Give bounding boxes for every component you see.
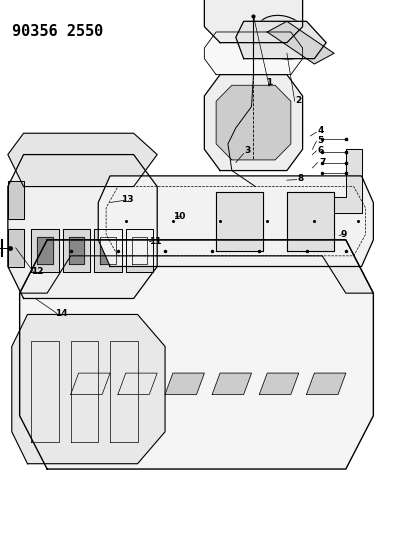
Text: 11: 11: [149, 237, 162, 246]
Text: 9: 9: [341, 230, 347, 239]
Text: 1: 1: [266, 78, 272, 87]
Polygon shape: [334, 149, 362, 213]
Text: 3: 3: [244, 147, 251, 155]
Polygon shape: [71, 373, 110, 394]
Text: 90356 2550: 90356 2550: [12, 24, 103, 39]
Polygon shape: [287, 192, 334, 251]
Text: 7: 7: [319, 158, 325, 166]
Polygon shape: [236, 21, 326, 59]
Polygon shape: [100, 237, 116, 264]
Text: 10: 10: [173, 213, 185, 221]
Polygon shape: [118, 373, 157, 394]
Polygon shape: [165, 373, 204, 394]
Text: 5: 5: [317, 136, 323, 144]
Polygon shape: [132, 237, 147, 264]
Polygon shape: [31, 229, 59, 272]
Polygon shape: [267, 21, 334, 64]
Polygon shape: [94, 229, 122, 272]
Polygon shape: [8, 133, 157, 187]
Polygon shape: [259, 373, 299, 394]
Polygon shape: [8, 181, 24, 219]
Polygon shape: [204, 75, 303, 171]
Text: 4: 4: [317, 126, 323, 135]
Ellipse shape: [256, 15, 310, 59]
Polygon shape: [69, 237, 84, 264]
Text: 13: 13: [121, 196, 134, 204]
Polygon shape: [12, 314, 165, 464]
Polygon shape: [216, 85, 291, 160]
Polygon shape: [8, 155, 157, 298]
Polygon shape: [212, 373, 252, 394]
Polygon shape: [307, 373, 346, 394]
Polygon shape: [37, 237, 53, 264]
Text: 8: 8: [298, 174, 304, 183]
Polygon shape: [63, 229, 90, 272]
Polygon shape: [216, 192, 263, 251]
Text: 14: 14: [55, 309, 67, 318]
Text: 2: 2: [296, 96, 302, 104]
Polygon shape: [20, 240, 373, 293]
Text: 6: 6: [317, 146, 323, 155]
Polygon shape: [204, 32, 303, 75]
Polygon shape: [20, 240, 373, 469]
Text: 12: 12: [31, 268, 44, 276]
Polygon shape: [8, 229, 24, 266]
Polygon shape: [126, 229, 153, 272]
Polygon shape: [204, 0, 303, 43]
Polygon shape: [98, 176, 373, 266]
